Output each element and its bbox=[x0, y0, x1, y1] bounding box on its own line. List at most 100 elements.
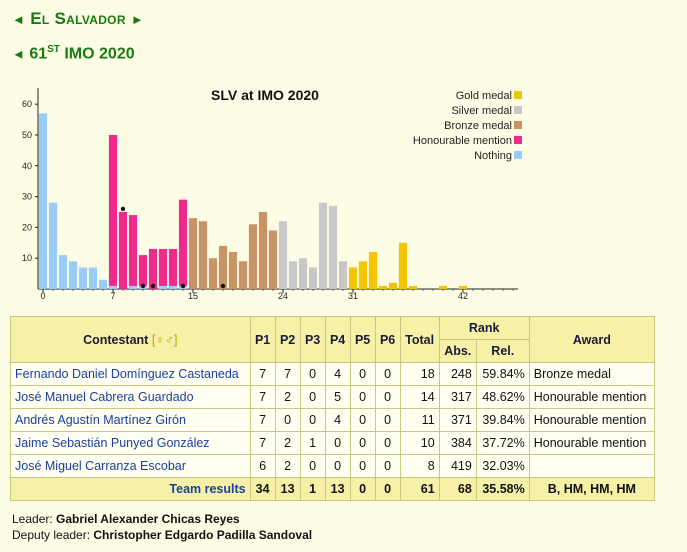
bar bbox=[338, 261, 348, 289]
legend-swatch bbox=[514, 91, 522, 99]
results-table: Contestant [♀♂] P1 P2 P3 P4 P5 P6 Total … bbox=[10, 316, 656, 501]
problem-score: 5 bbox=[324, 385, 351, 409]
arrow-right-icon[interactable]: ► bbox=[130, 12, 144, 27]
bar bbox=[378, 285, 388, 289]
rank-rel: 59.84% bbox=[475, 362, 530, 386]
team-marker bbox=[120, 206, 126, 212]
table-row: José Miguel Carranza Escobar 6 2 0 0 0 0 8 419 32… bbox=[10, 454, 656, 478]
legend-swatch bbox=[514, 106, 522, 114]
x-tick-label: 15 bbox=[188, 291, 198, 301]
bar bbox=[108, 134, 118, 286]
bar bbox=[458, 285, 468, 289]
total-score: 8 bbox=[399, 454, 440, 478]
bar bbox=[108, 285, 118, 289]
problem-score: 7 bbox=[249, 385, 276, 409]
p6-header: P6 bbox=[374, 316, 401, 363]
team-total: 61 bbox=[399, 477, 440, 501]
award bbox=[528, 454, 656, 478]
gender-icon: [♀♂] bbox=[151, 332, 178, 347]
contestant-name[interactable]: Andrés Agustín Martínez Girón bbox=[10, 408, 251, 432]
p1-header: P1 bbox=[249, 316, 276, 363]
problem-score: 0 bbox=[349, 431, 376, 455]
bar bbox=[158, 248, 168, 286]
problem-score: 2 bbox=[274, 385, 301, 409]
olympiad-number: 61 bbox=[29, 45, 48, 63]
deputy-line: Deputy leader: Christopher Edgardo Padil… bbox=[12, 528, 313, 542]
problem-score: 7 bbox=[249, 408, 276, 432]
p5-header: P5 bbox=[349, 316, 376, 363]
bar bbox=[88, 267, 98, 289]
bar bbox=[328, 205, 338, 289]
y-tick-label: 20 bbox=[22, 222, 32, 232]
problem-score: 0 bbox=[324, 431, 351, 455]
award: Honourable mention bbox=[528, 431, 656, 455]
rank-abs: 248 bbox=[438, 362, 477, 386]
problem-score: 7 bbox=[249, 431, 276, 455]
rank-rel: 32.03% bbox=[475, 454, 530, 478]
problem-score: 2 bbox=[274, 431, 301, 455]
legend-label: Silver medal bbox=[451, 105, 512, 117]
arrow-left-icon[interactable]: ◄ bbox=[12, 46, 25, 62]
bar bbox=[78, 267, 88, 289]
bar bbox=[308, 267, 318, 289]
team-problem-score: 1 bbox=[299, 477, 326, 501]
total-header[interactable]: Total bbox=[399, 316, 440, 363]
team-results-label[interactable]: Team results bbox=[10, 477, 251, 501]
problem-score: 0 bbox=[299, 362, 326, 386]
problem-score: 0 bbox=[374, 362, 401, 386]
team-marker bbox=[220, 283, 226, 289]
bar bbox=[348, 267, 358, 289]
bar bbox=[398, 242, 408, 289]
bar bbox=[248, 224, 258, 289]
team-marker bbox=[140, 283, 146, 289]
rank-rel: 48.62% bbox=[475, 385, 530, 409]
bar bbox=[318, 202, 328, 289]
country-name[interactable]: El Salvador bbox=[30, 9, 126, 28]
problem-score: 4 bbox=[324, 408, 351, 432]
contestant-name[interactable]: Fernando Daniel Domínguez Castaneda bbox=[10, 362, 251, 386]
arrow-left-icon: ◄ bbox=[12, 12, 26, 27]
score-distribution-chart: SLV at IMO 2020 10 20 30 40 50 60 0 7 15 24 31 42 Gol… bbox=[22, 87, 522, 301]
team-problem-score: 13 bbox=[324, 477, 351, 501]
bar bbox=[218, 245, 228, 289]
olympiad-heading: ◄ 61ST IMO 2020 bbox=[12, 44, 135, 63]
table-row: Andrés Agustín Martínez Girón 7 0 0 4 0 0 11 371… bbox=[10, 408, 656, 432]
problem-score: 0 bbox=[299, 385, 326, 409]
x-tick-label: 24 bbox=[278, 291, 288, 301]
team-marker bbox=[180, 283, 186, 289]
problem-score: 0 bbox=[324, 454, 351, 478]
bar bbox=[278, 221, 288, 289]
legend-swatch bbox=[514, 121, 522, 129]
problem-score: 0 bbox=[374, 408, 401, 432]
problem-score: 0 bbox=[374, 385, 401, 409]
legend-swatch bbox=[514, 151, 522, 159]
bar bbox=[138, 255, 148, 286]
bar bbox=[38, 113, 48, 289]
contestant-name[interactable]: José Manuel Cabrera Guardado bbox=[10, 385, 251, 409]
total-score: 18 bbox=[399, 362, 440, 386]
rank-abs: 419 bbox=[438, 454, 477, 478]
bar bbox=[438, 285, 448, 289]
bar bbox=[288, 261, 298, 289]
leaders-info: Leader: Gabriel Alexander Chicas Reyes D… bbox=[12, 511, 312, 543]
bar bbox=[408, 285, 418, 289]
team-problem-score: 13 bbox=[274, 477, 301, 501]
bar bbox=[258, 211, 268, 289]
bar bbox=[388, 282, 398, 289]
table-row: Jaime Sebastián Punyed González 7 2 1 0 0 0 10 3… bbox=[10, 431, 656, 455]
y-tick-label: 60 bbox=[22, 99, 32, 109]
y-tick-label: 50 bbox=[22, 130, 32, 140]
legend-label: Nothing bbox=[474, 150, 512, 162]
bar bbox=[178, 199, 188, 286]
rank-abs: 317 bbox=[438, 385, 477, 409]
contestant-name[interactable]: José Miguel Carranza Escobar bbox=[10, 454, 251, 478]
problem-score: 4 bbox=[324, 362, 351, 386]
problem-score: 0 bbox=[299, 454, 326, 478]
bar bbox=[228, 252, 238, 289]
bar bbox=[128, 285, 138, 289]
award: Honourable mention bbox=[528, 408, 656, 432]
problem-score: 0 bbox=[349, 454, 376, 478]
y-tick-label: 10 bbox=[22, 253, 32, 263]
contestant-name[interactable]: Jaime Sebastián Punyed González bbox=[10, 431, 251, 455]
chart-title: SLV at IMO 2020 bbox=[211, 87, 319, 103]
